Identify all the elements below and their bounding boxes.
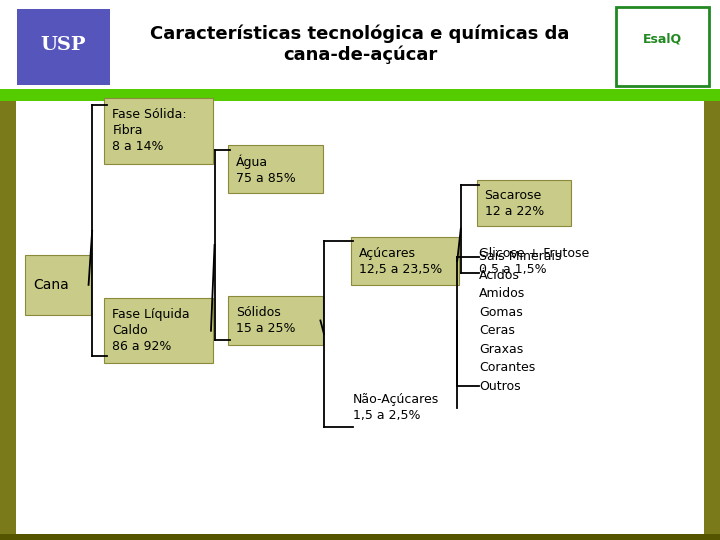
Text: Fase Sólida:
Fibra
8 a 14%: Fase Sólida: Fibra 8 a 14%	[112, 109, 187, 153]
Bar	[616, 7, 709, 86]
FancyBboxPatch shape	[25, 255, 91, 315]
Bar	[704, 101, 720, 540]
FancyBboxPatch shape	[228, 145, 323, 193]
Text: EsalQ: EsalQ	[643, 32, 682, 46]
Text: Características tecnológica e químicas da
cana-de-açúcar: Características tecnológica e químicas d…	[150, 25, 570, 64]
Text: Fase Líquida
Caldo
86 a 92%: Fase Líquida Caldo 86 a 92%	[112, 308, 190, 353]
Text: Cana: Cana	[33, 278, 69, 292]
FancyBboxPatch shape	[228, 296, 323, 345]
Text: Açúcares
12,5 a 23,5%: Açúcares 12,5 a 23,5%	[359, 247, 442, 275]
FancyBboxPatch shape	[351, 237, 459, 285]
Text: Não-Açúcares
1,5 a 2,5%: Não-Açúcares 1,5 a 2,5%	[353, 393, 439, 422]
Text: Sólidos
15 a 25%: Sólidos 15 a 25%	[236, 306, 296, 335]
Bar	[0, 101, 16, 540]
Bar	[0, 0, 720, 89]
Text: Água
75 a 85%: Água 75 a 85%	[236, 154, 296, 185]
Bar	[17, 9, 110, 85]
FancyBboxPatch shape	[477, 180, 571, 226]
Bar	[0, 534, 720, 540]
Text: Sacarose
12 a 22%: Sacarose 12 a 22%	[485, 188, 544, 218]
Text: Sais Minerais
Ácidos
Amidos
Gomas
Ceras
Graxas
Corantes
Outros: Sais Minerais Ácidos Amidos Gomas Ceras …	[479, 250, 562, 393]
Text: USP: USP	[40, 36, 86, 53]
Text: Glicose + Frutose
0,5 a 1,5%: Glicose + Frutose 0,5 a 1,5%	[479, 247, 589, 276]
FancyBboxPatch shape	[104, 298, 213, 363]
Bar	[0, 89, 720, 101]
FancyBboxPatch shape	[104, 98, 213, 164]
